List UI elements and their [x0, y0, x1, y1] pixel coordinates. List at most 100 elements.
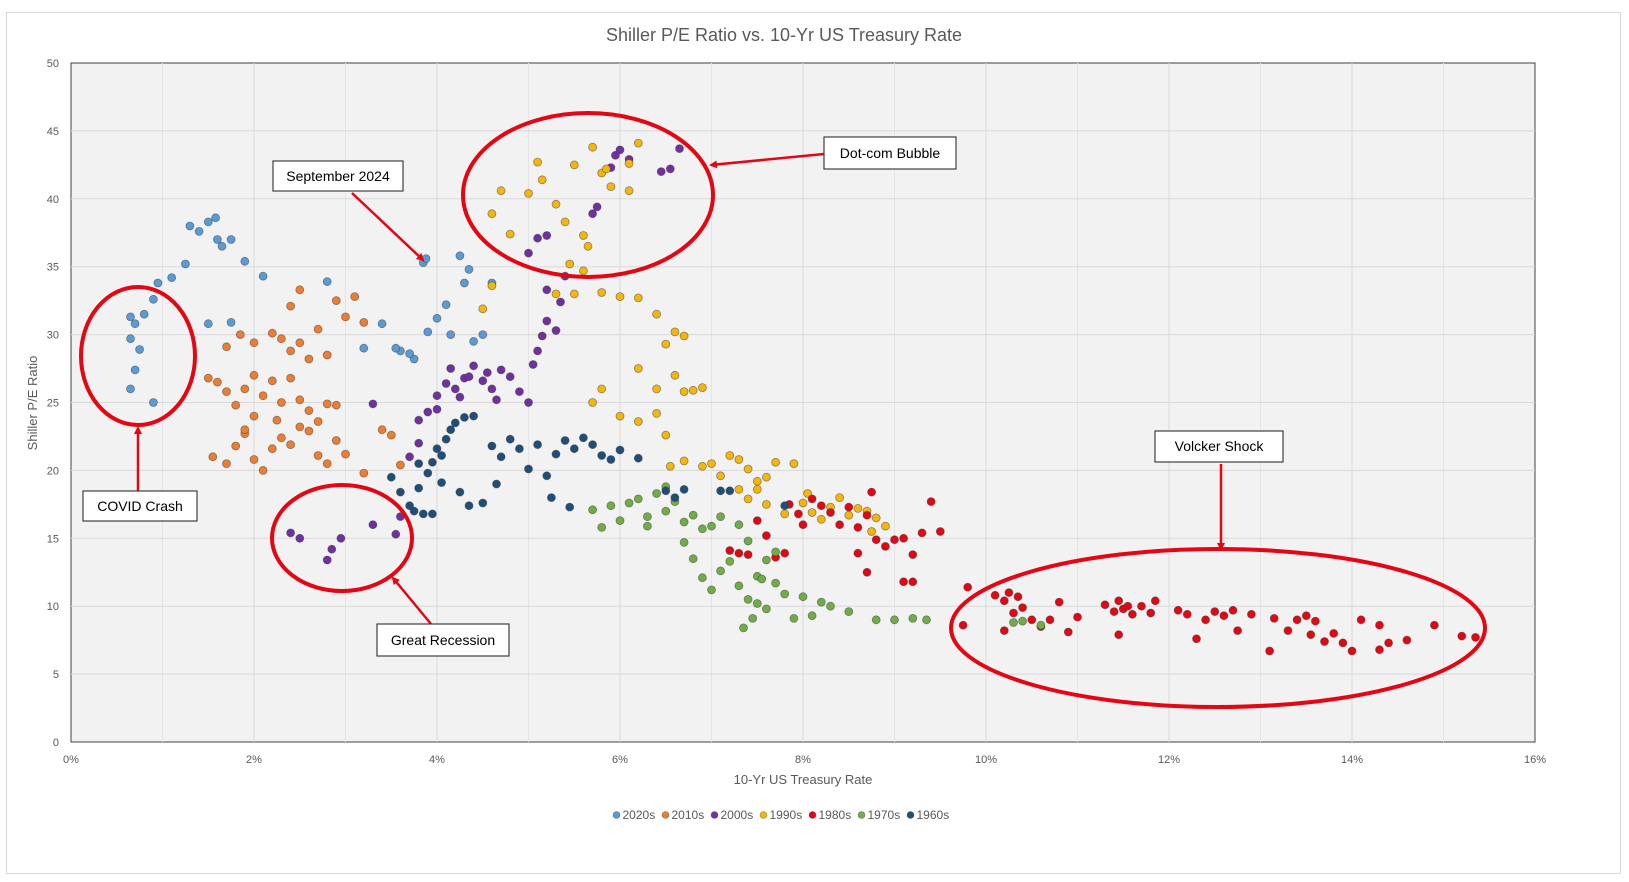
legend-item: 2010s: [661, 808, 705, 822]
data-point: [423, 468, 433, 478]
data-point: [579, 231, 588, 240]
data-point: [341, 312, 350, 322]
data-point: [583, 241, 593, 251]
data-point: [432, 391, 442, 401]
data-point: [1247, 609, 1256, 619]
data-point: [734, 520, 744, 530]
data-point: [633, 138, 643, 148]
data-point: [455, 251, 465, 261]
data-point: [780, 589, 790, 599]
data-point: [899, 533, 908, 543]
data-point: [391, 343, 401, 353]
data-point: [661, 430, 671, 440]
data-point: [922, 615, 931, 625]
series-1960s: [386, 411, 790, 519]
data-point: [386, 430, 396, 440]
data-point: [409, 506, 419, 516]
data-point: [670, 370, 680, 380]
data-point: [716, 471, 725, 481]
y-tick-label: 5: [53, 669, 59, 681]
data-point: [469, 361, 479, 371]
data-point: [771, 547, 780, 557]
data-point: [295, 338, 305, 348]
y-tick-label: 10: [47, 601, 59, 613]
data-point: [999, 626, 1009, 635]
data-point: [757, 574, 767, 584]
data-point: [716, 486, 725, 496]
data-point: [496, 365, 506, 375]
data-point: [688, 554, 698, 564]
data-point: [890, 535, 899, 545]
data-point: [222, 459, 231, 469]
data-point: [1201, 615, 1210, 625]
legend: 2020s 2010s 2000s 1990s 1980s 1970s 1960s: [612, 808, 949, 822]
data-point: [556, 297, 565, 307]
data-point: [492, 395, 501, 405]
data-point: [130, 365, 140, 375]
legend-marker: [661, 811, 670, 819]
data-point: [377, 425, 387, 435]
data-point: [601, 164, 611, 174]
legend-marker: [759, 811, 768, 819]
data-point: [446, 364, 456, 373]
data-point: [313, 417, 323, 426]
data-point: [633, 494, 643, 504]
data-point: [1009, 608, 1018, 618]
data-point: [464, 501, 474, 511]
data-point: [688, 385, 698, 395]
data-point: [405, 452, 415, 462]
data-point: [1375, 620, 1384, 630]
data-point: [917, 528, 927, 538]
data-point: [826, 508, 835, 517]
chart-title: Shiller P/E Ratio vs. 10-Yr US Treasury …: [606, 25, 962, 45]
data-point: [286, 346, 296, 356]
data-point: [762, 604, 771, 614]
data-point: [881, 542, 890, 551]
volcker-shock-callout: Volcker Shock: [1154, 430, 1284, 463]
data-point: [446, 425, 456, 435]
data-point: [707, 521, 716, 531]
data-point: [135, 345, 145, 354]
dotcom-bubble-callout: Dot-com Bubble: [823, 136, 957, 170]
data-point: [606, 182, 616, 192]
data-point: [1045, 615, 1055, 625]
data-point: [295, 533, 305, 543]
data-point: [180, 259, 190, 269]
data-point: [1137, 601, 1146, 611]
legend-item: 1990s: [759, 808, 802, 822]
data-point: [734, 455, 744, 464]
data-point: [533, 440, 542, 450]
data-point: [752, 476, 762, 486]
data-point: [313, 324, 323, 334]
data-point: [496, 186, 506, 196]
data-point: [565, 502, 575, 512]
legend-marker: [808, 811, 817, 819]
dotcom-bubble-label: Dot-com Bubble: [840, 145, 941, 161]
data-point: [881, 521, 890, 531]
data-point: [487, 209, 497, 219]
x-axis-ticks: 0% 2% 4% 6% 8% 10% 12% 14% 16%: [63, 754, 1546, 766]
data-point: [743, 494, 753, 504]
data-point: [665, 461, 675, 471]
data-point: [1004, 588, 1014, 597]
data-point: [464, 372, 474, 382]
data-point: [446, 330, 456, 340]
data-point: [615, 411, 625, 421]
legend-marker: [906, 811, 915, 819]
data-point: [276, 398, 286, 407]
data-point: [432, 404, 442, 414]
data-point: [816, 597, 826, 607]
legend-label: 2010s: [672, 808, 705, 822]
legend-marker: [710, 811, 719, 819]
data-point: [716, 566, 725, 576]
data-point: [871, 513, 881, 523]
data-point: [780, 501, 790, 511]
data-point: [1228, 605, 1238, 615]
data-point: [588, 398, 597, 407]
data-point: [798, 592, 808, 602]
data-point: [707, 459, 716, 469]
data-point: [336, 533, 346, 543]
data-point: [386, 472, 396, 482]
data-point: [126, 312, 135, 322]
data-point: [126, 384, 135, 394]
